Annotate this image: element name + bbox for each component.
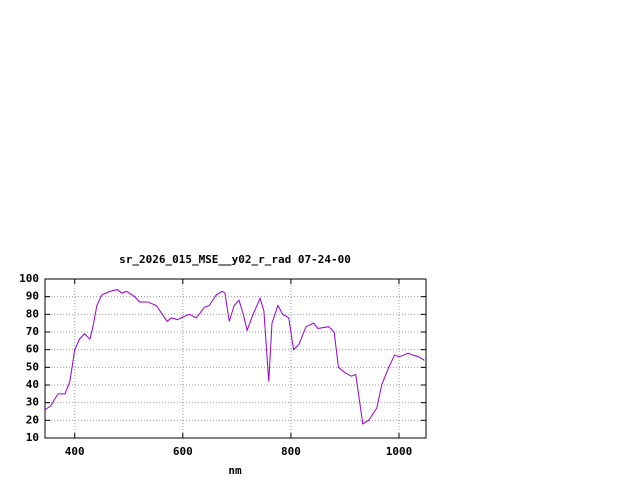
data-line <box>44 289 425 425</box>
chart-title: sr_2026_015_MSE__y02_r_rad 07-24-00 <box>119 253 351 266</box>
y-tick-label: 80 <box>26 307 39 320</box>
y-tick-label: 40 <box>26 378 39 391</box>
y-tick-label: 30 <box>26 396 39 409</box>
y-tick-label: 90 <box>26 290 39 303</box>
x-tick-label: 800 <box>281 445 301 458</box>
x-tick-label: 600 <box>173 445 193 458</box>
y-tick-label: 60 <box>26 343 39 356</box>
y-tick-label: 50 <box>26 360 39 373</box>
y-tick-label: 70 <box>26 325 39 338</box>
y-tick-label: 100 <box>19 272 39 285</box>
y-tick-label: 20 <box>26 413 39 426</box>
x-tick-label: 1000 <box>386 445 413 458</box>
plot-frame <box>44 278 427 439</box>
x-tick-label: 400 <box>65 445 85 458</box>
x-axis-label: nm <box>228 464 242 477</box>
y-tick-label: 10 <box>26 431 39 444</box>
